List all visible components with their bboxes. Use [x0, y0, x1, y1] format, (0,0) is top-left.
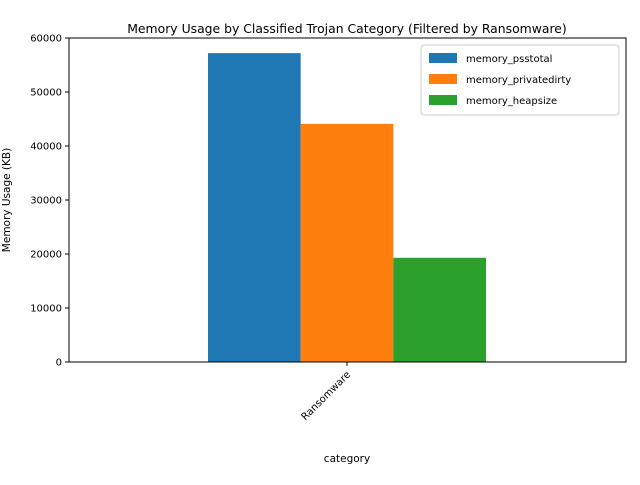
- x-axis-ticks: Ransomware: [300, 362, 353, 423]
- legend-label-memory_privatedirty: memory_privatedirty: [466, 75, 571, 86]
- y-tick-label: 10000: [30, 304, 62, 315]
- legend-swatch-memory_psstotal: [429, 53, 457, 63]
- x-tick-label: Ransomware: [300, 369, 353, 422]
- legend-label-memory_psstotal: memory_psstotal: [466, 54, 552, 65]
- y-tick-label: 50000: [30, 88, 62, 99]
- legend-swatch-memory_privatedirty: [429, 74, 457, 84]
- y-tick-label: 40000: [30, 142, 62, 153]
- bars-group: [208, 53, 486, 363]
- legend-box: [420, 44, 620, 116]
- bar-memory_heapsize: [393, 257, 486, 362]
- y-tick-label: 20000: [30, 250, 62, 261]
- legend-label-memory_heapsize: memory_heapsize: [466, 96, 557, 107]
- axes-frame: [68, 37, 627, 363]
- chart-title: Memory Usage by Classified Trojan Catego…: [127, 21, 567, 36]
- bar-memory_privatedirty: [300, 123, 394, 362]
- y-axis-ticks: 0 10000 20000 30000 40000 50000 60000: [30, 34, 69, 369]
- y-tick-label: 0: [56, 358, 62, 369]
- x-axis-label: category: [324, 453, 370, 465]
- legend: memory_psstotal memory_privatedirtymemory…: [420, 44, 620, 116]
- bar-memory_psstotal: [208, 53, 301, 363]
- legend-swatch-memory_heapsize: [429, 95, 457, 105]
- y-tick-label: 30000: [30, 196, 62, 207]
- y-tick-label: 60000: [30, 34, 62, 45]
- y-axis-label: Memory Usage (KB): [1, 148, 13, 252]
